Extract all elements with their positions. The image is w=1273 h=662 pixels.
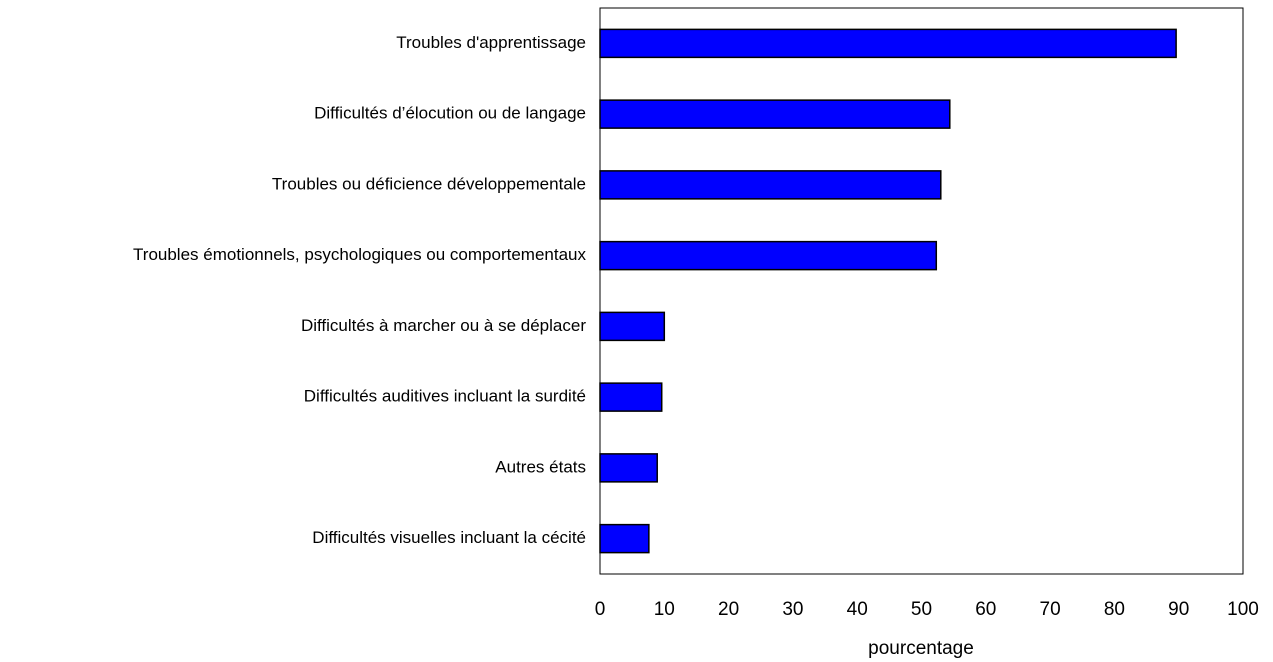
- x-tick-label: 70: [1040, 599, 1061, 620]
- bar: [599, 28, 1177, 59]
- bar: [599, 240, 938, 271]
- y-tick-label: Autres états: [495, 457, 586, 476]
- x-tick-label: 100: [1227, 599, 1259, 620]
- y-tick-label: Difficultés visuelles incluant la cécité: [312, 528, 586, 547]
- x-tick-label: 60: [975, 599, 996, 620]
- x-tick-label: 40: [847, 599, 868, 620]
- x-tick-label: 30: [782, 599, 803, 620]
- x-axis-label: pourcentage: [868, 638, 974, 659]
- y-tick-label: Difficultés à marcher ou à se déplacer: [301, 316, 586, 335]
- y-tick-label: Troubles émotionnels, psychologiques ou …: [133, 245, 586, 264]
- x-tick-label: 80: [1104, 599, 1125, 620]
- x-tick-label: 20: [718, 599, 739, 620]
- y-tick-label: Troubles d'apprentissage: [396, 33, 586, 52]
- plot-frame: [599, 7, 1244, 575]
- y-tick-label: Troubles ou déficience développementale: [272, 174, 586, 193]
- bar: [599, 311, 666, 342]
- bar: [599, 453, 658, 483]
- x-tick-label: 90: [1168, 599, 1189, 620]
- bar: [599, 99, 951, 129]
- x-tick-label: 10: [654, 599, 675, 620]
- y-tick-label: Difficultés d’élocution ou de langage: [314, 104, 586, 123]
- bar: [599, 170, 942, 200]
- x-tick-label: 0: [595, 599, 606, 620]
- x-tick-label: 50: [911, 599, 932, 620]
- bar: [599, 382, 663, 412]
- bar: [599, 523, 650, 554]
- y-tick-label: Difficultés auditives incluant la surdit…: [304, 387, 586, 406]
